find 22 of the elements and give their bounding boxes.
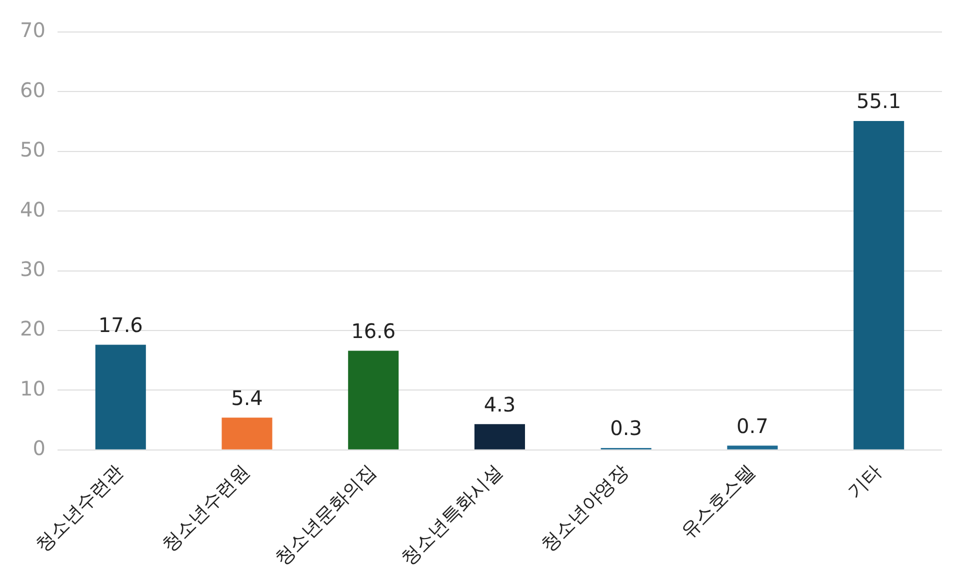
- data-label: 55.1: [856, 89, 902, 114]
- x-tick-label: 기타: [843, 460, 886, 503]
- data-label: 4.3: [484, 392, 516, 416]
- bar: [95, 344, 146, 450]
- y-tick-label: 40: [20, 197, 46, 222]
- data-label: 0.3: [610, 416, 642, 440]
- data-label: 17.6: [98, 312, 143, 337]
- y-tick-label: 0: [32, 436, 46, 460]
- bar: [222, 418, 272, 450]
- data-label: 0.7: [736, 414, 768, 438]
- y-tick-label: 60: [20, 78, 46, 102]
- y-tick-label: 20: [20, 316, 46, 341]
- y-tick-label: 50: [20, 138, 46, 162]
- y-tick-label: 30: [20, 256, 46, 281]
- y-tick-label: 70: [20, 18, 46, 42]
- bar: [854, 120, 904, 450]
- bar: [474, 424, 525, 450]
- bar: [727, 446, 778, 450]
- data-label: 5.4: [231, 386, 263, 410]
- y-tick-label: 10: [20, 376, 46, 400]
- data-label: 16.6: [351, 318, 396, 343]
- bar: [348, 350, 399, 450]
